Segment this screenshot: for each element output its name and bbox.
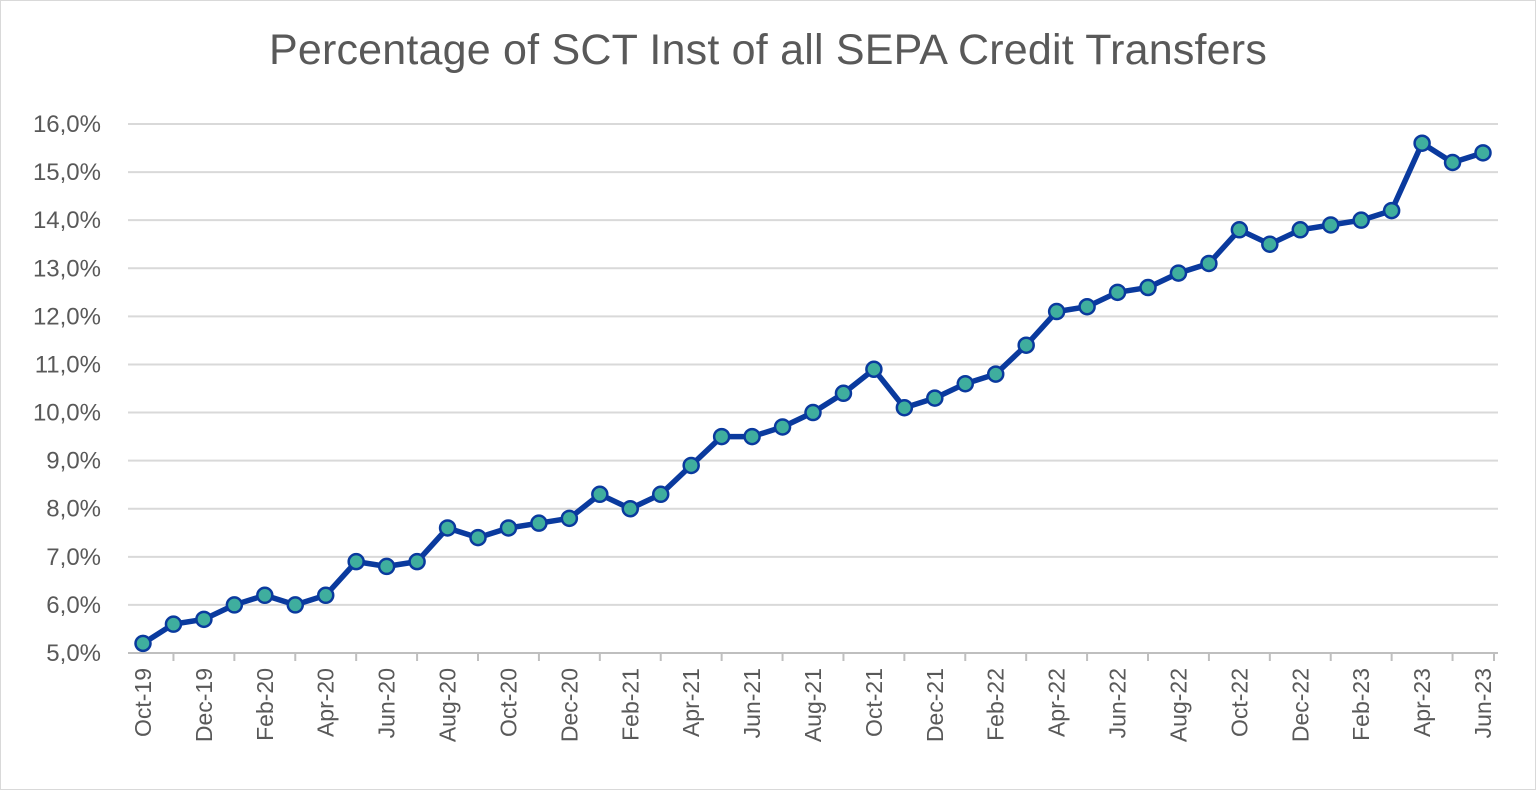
- y-tick-label: 11,0%: [35, 351, 101, 378]
- x-tick-label: Dec-22: [1287, 668, 1313, 742]
- data-point: [986, 365, 1005, 383]
- data-point: [591, 485, 609, 504]
- data-point: [530, 514, 548, 532]
- series-layer: [134, 134, 1492, 653]
- y-tick-label: 9,0%: [46, 448, 101, 475]
- data-point: [1261, 235, 1279, 253]
- y-tick-label: 16,0%: [33, 111, 101, 138]
- data-point: [743, 427, 761, 446]
- data-point: [286, 596, 305, 614]
- data-point: [469, 528, 487, 547]
- data-point: [865, 360, 883, 379]
- x-tick-label: Jun-23: [1470, 668, 1496, 738]
- data-point: [895, 398, 914, 417]
- data-point: [1139, 278, 1157, 297]
- data-point: [956, 374, 975, 393]
- x-tick-label: Oct-20: [495, 668, 521, 737]
- chart-title: Percentage of SCT Inst of all SEPA Credi…: [268, 26, 1268, 74]
- data-point: [195, 610, 213, 629]
- x-tick-label: Dec-20: [556, 668, 582, 742]
- y-tick-label: 8,0%: [46, 496, 101, 523]
- x-axis-tick-labels: Oct-19 Dec-19 Feb-20 Apr-20 Jun-20 Aug-20 Oct-…: [130, 668, 1496, 742]
- x-tick-label: Aug-21: [800, 668, 826, 742]
- data-point: [926, 389, 944, 407]
- data-point: [651, 485, 670, 504]
- data-point: [1169, 264, 1188, 282]
- x-tick-label: Dec-21: [922, 668, 948, 742]
- data-point: [225, 596, 244, 614]
- x-tick-label: Apr-22: [1044, 668, 1070, 737]
- data-point: [1382, 201, 1401, 220]
- data-point: [1352, 211, 1370, 229]
- x-tick-label: Oct-22: [1226, 668, 1252, 737]
- data-point: [408, 552, 426, 571]
- x-axis: [128, 652, 1498, 661]
- y-tick-label: 5,0%: [46, 640, 101, 667]
- data-point: [164, 615, 183, 633]
- x-tick-label: Oct-21: [861, 668, 887, 737]
- data-point: [1413, 134, 1431, 152]
- x-tick-label: Dec-19: [191, 668, 217, 742]
- data-point: [1078, 297, 1096, 316]
- data-point: [1200, 254, 1218, 273]
- x-tick-label: Feb-20: [252, 668, 278, 741]
- x-tick-label: Aug-20: [435, 668, 461, 742]
- data-point: [682, 456, 700, 475]
- y-tick-label: 7,0%: [46, 544, 101, 571]
- data-point: [438, 519, 457, 537]
- y-tick-label: 12,0%: [33, 303, 101, 330]
- data-point: [256, 586, 274, 605]
- data-point: [834, 384, 853, 403]
- data-point: [1321, 216, 1340, 234]
- data-point: [712, 427, 731, 446]
- x-tick-label: Feb-23: [1348, 668, 1374, 741]
- x-tick-label: Jun-21: [739, 668, 765, 738]
- data-point: [1108, 283, 1127, 302]
- data-point: [499, 519, 518, 537]
- series-line: [140, 140, 1486, 647]
- data-point: [347, 552, 365, 571]
- gridlines: [128, 123, 1498, 606]
- y-tick-label: 6,0%: [46, 592, 101, 619]
- data-point: [316, 586, 335, 605]
- x-tick-label: Apr-21: [678, 668, 704, 737]
- x-tick-label: Aug-22: [1165, 668, 1191, 742]
- data-point: [1230, 221, 1249, 239]
- y-tick-label: 13,0%: [33, 255, 101, 282]
- data-point: [1474, 144, 1492, 162]
- x-tick-label: Oct-19: [130, 668, 156, 737]
- x-tick-label: Feb-22: [983, 668, 1009, 741]
- x-tick-label: Jun-20: [374, 668, 400, 738]
- data-point: [1047, 302, 1066, 321]
- x-tick-label: Apr-23: [1409, 668, 1435, 737]
- data-point: [621, 499, 640, 518]
- y-axis-tick-labels: 5,0% 6,0% 7,0% 8,0% 9,0% 10,0% 11,0% 12,0% 13,0%…: [33, 111, 101, 667]
- data-point: [1017, 336, 1035, 354]
- data-point: [1443, 153, 1462, 172]
- x-tick-label: Jun-22: [1105, 668, 1131, 738]
- x-tick-label: Feb-21: [617, 668, 643, 741]
- data-point: [560, 509, 579, 528]
- data-point: [804, 403, 822, 422]
- data-point: [377, 557, 396, 576]
- data-point: [134, 634, 152, 653]
- y-tick-label: 10,0%: [33, 400, 101, 427]
- y-tick-label: 15,0%: [33, 159, 101, 186]
- data-point: [1291, 221, 1310, 239]
- x-tick-label: Apr-20: [313, 668, 339, 737]
- y-tick-label: 14,0%: [33, 207, 101, 234]
- data-point: [773, 418, 792, 436]
